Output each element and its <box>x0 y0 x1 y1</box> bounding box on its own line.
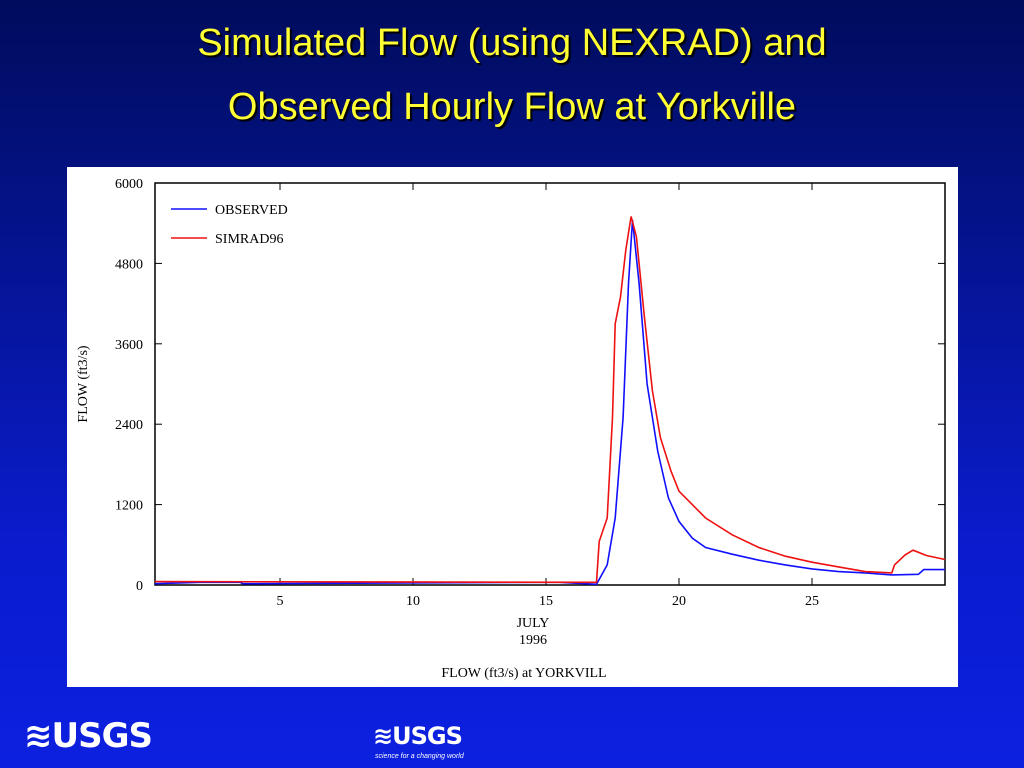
x-tick-label: 5 <box>277 594 284 609</box>
y-tick-label: 2400 <box>115 418 143 433</box>
x-axis-label: 1996 <box>519 633 547 648</box>
y-tick-label: 4800 <box>115 257 143 272</box>
usgs-logo: ≋USGS <box>373 722 463 750</box>
logo-icon: ≋ <box>24 716 52 756</box>
chart-background <box>67 167 958 687</box>
logo-tagline: science for a changing world <box>375 753 464 760</box>
y-tick-label: 3600 <box>115 338 143 353</box>
usgs-logo: ≋USGS <box>24 716 153 756</box>
legend-label: SIMRAD96 <box>215 232 283 247</box>
chart-container: FLOW (ft3/s) JULY 1996 FLOW (ft3/s) at Y… <box>67 167 958 692</box>
y-tick-label: 1200 <box>115 499 143 514</box>
slide-title: Simulated Flow (using NEXRAD) and <box>197 22 827 64</box>
y-tick-label: 6000 <box>115 177 143 192</box>
plot-frame <box>154 182 946 586</box>
chart-caption: FLOW (ft3/s) at YORKVILL <box>441 666 606 681</box>
logo-text: USGS <box>51 716 153 756</box>
y-tick-label: 0 <box>136 579 143 594</box>
slide-title: Observed Hourly Flow at Yorkville <box>227 86 797 128</box>
x-axis-label: JULY <box>517 616 550 631</box>
legend-label: OBSERVED <box>215 203 288 218</box>
x-tick-label: 20 <box>672 594 686 609</box>
logo-icon: ≋ <box>373 722 393 750</box>
x-tick-label: 25 <box>805 594 819 609</box>
x-tick-label: 10 <box>406 594 420 609</box>
logo-text: USGS <box>392 722 463 750</box>
y-axis-label: FLOW (ft3/s) <box>76 345 91 422</box>
chart: FLOW (ft3/s) JULY 1996 FLOW (ft3/s) at Y… <box>67 167 958 687</box>
x-tick-label: 15 <box>539 594 553 609</box>
series-line <box>154 216 946 584</box>
